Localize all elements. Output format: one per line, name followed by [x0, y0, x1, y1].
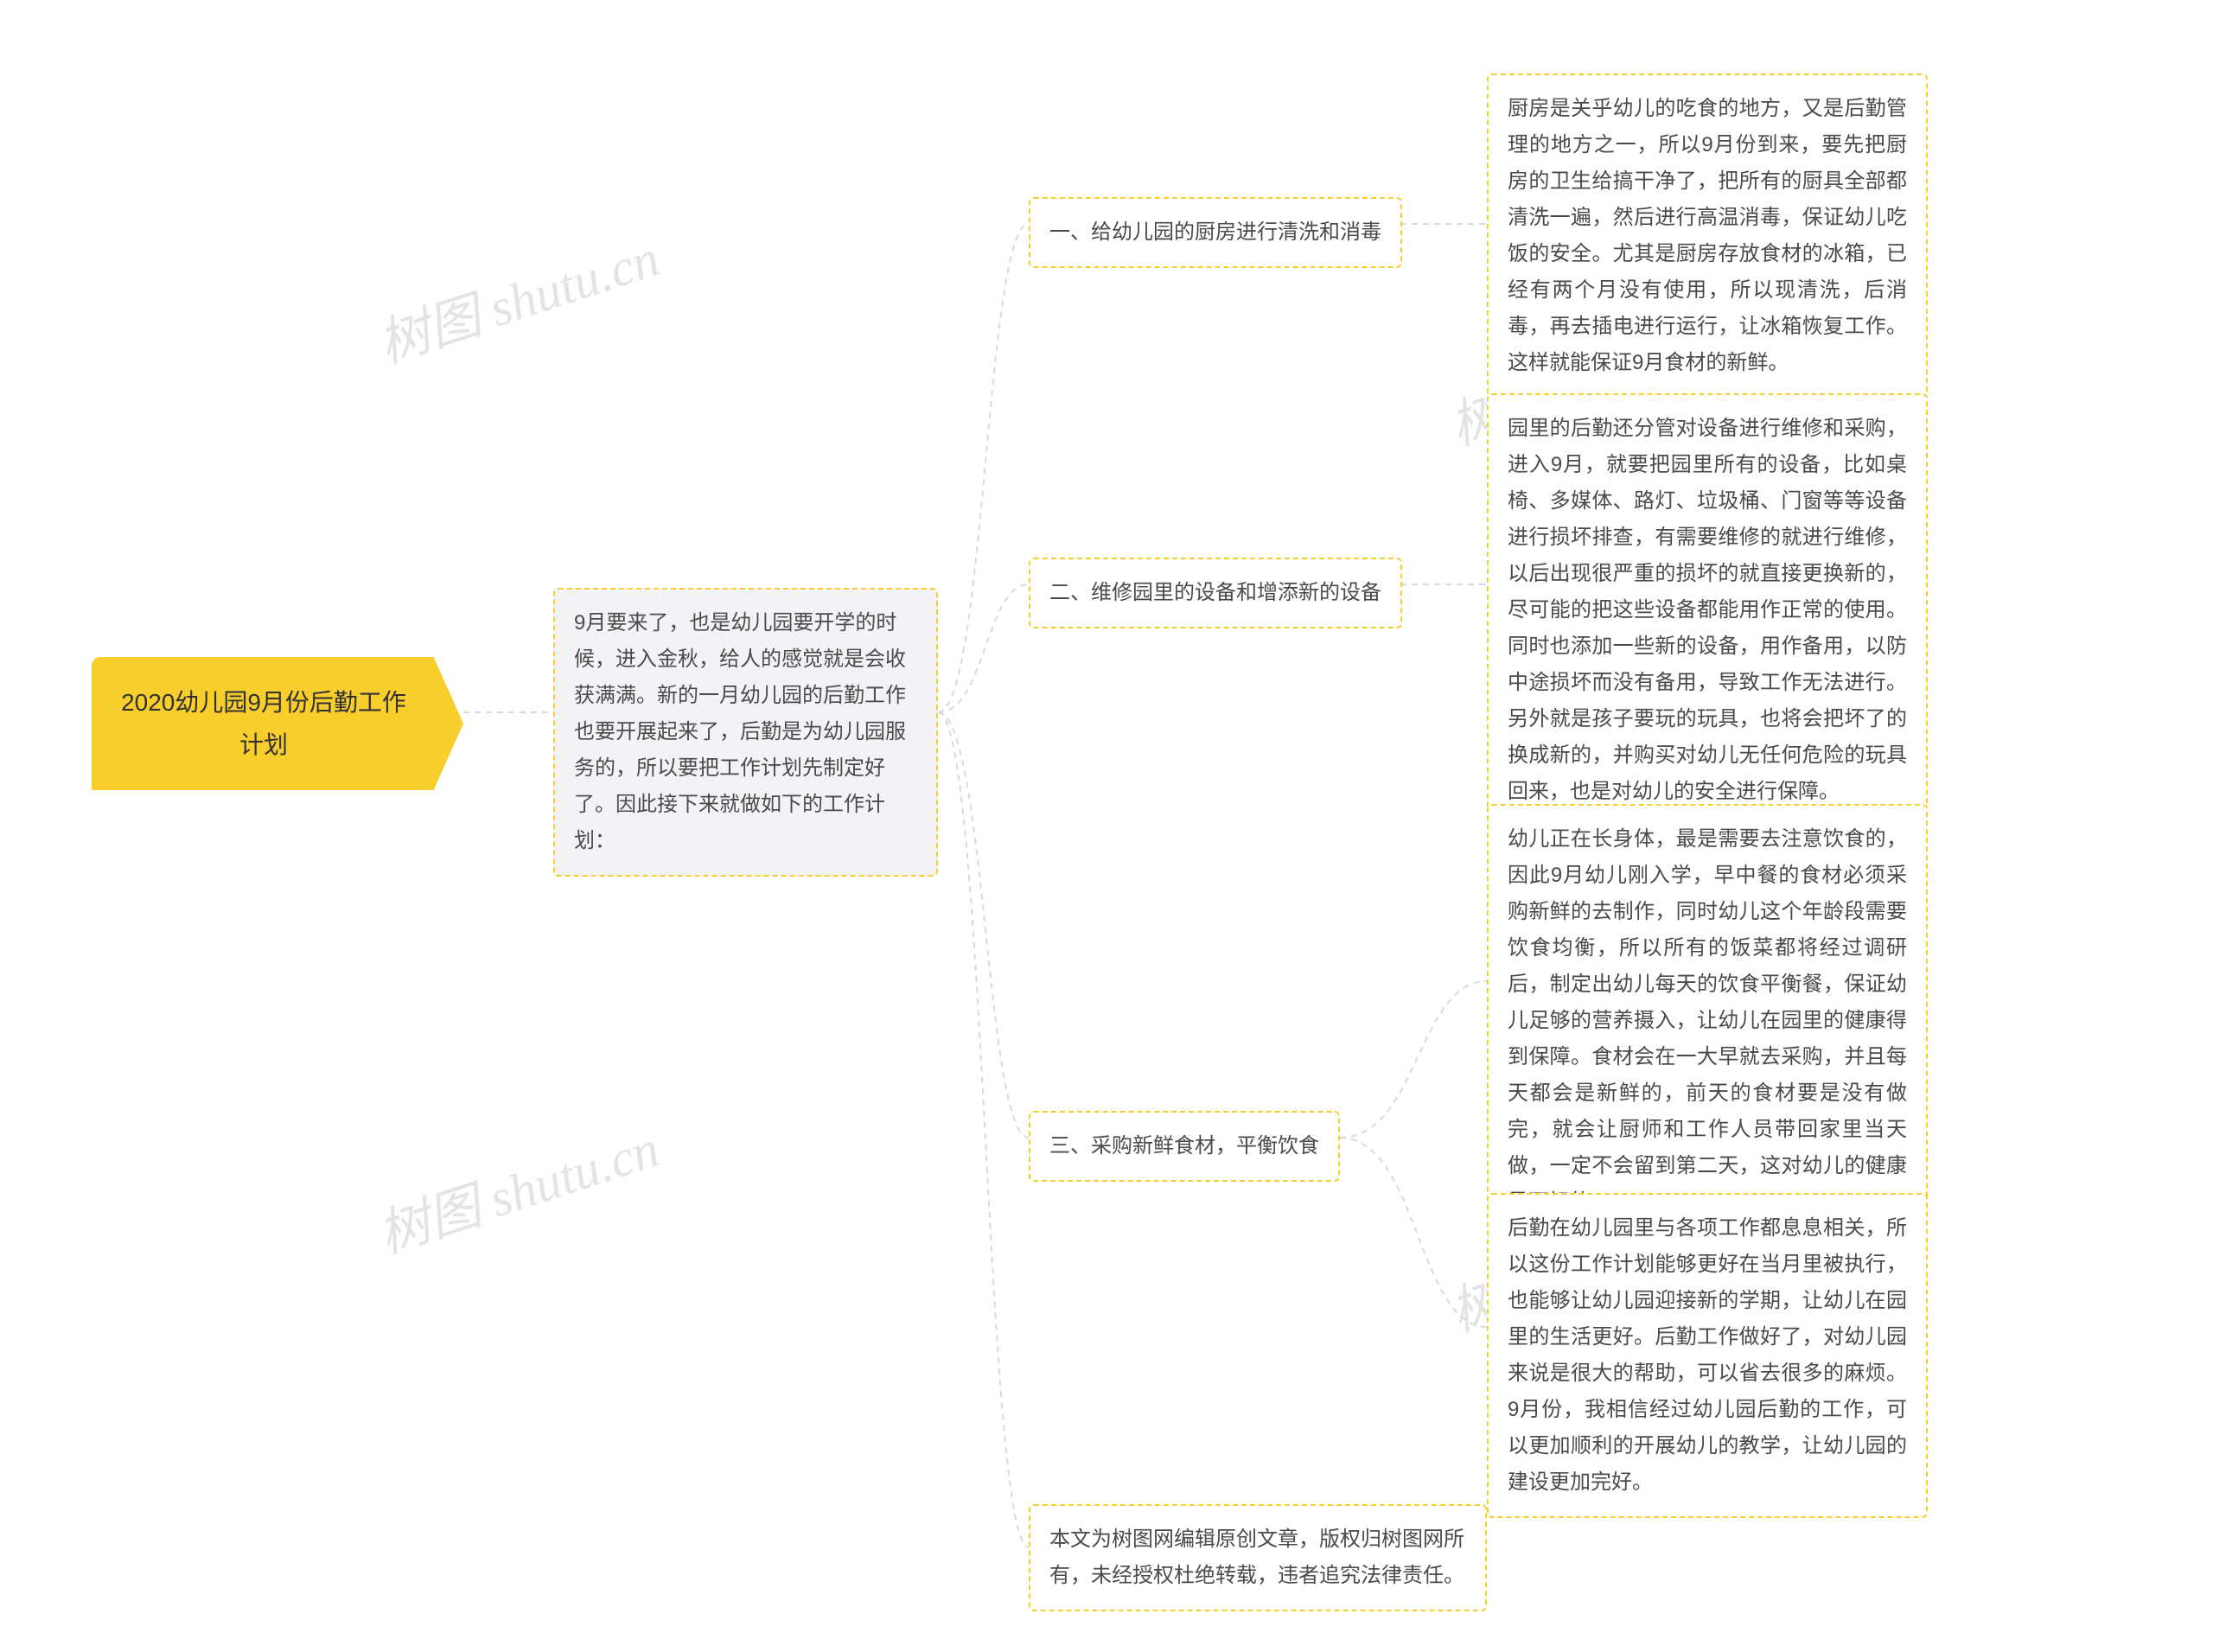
- section-3: 三、采购新鲜食材，平衡饮食: [1029, 1111, 1340, 1182]
- mindmap-canvas: 树图 shutu.cn 树图 shutu.cn 树图 shutu.cn 树图 s…: [0, 0, 2213, 1652]
- section-label: 三、采购新鲜食材，平衡饮食: [1049, 1134, 1319, 1158]
- section-1-detail-1: 厨房是关乎幼儿的吃食的地方，又是后勤管理的地方之一，所以9月份到来，要先把厨房的…: [1487, 73, 1928, 399]
- root-text: 2020幼儿园9月份后勤工作计划: [121, 689, 406, 758]
- watermark: 树图 shutu.cn: [367, 216, 667, 378]
- intro-text: 9月要来了，也是幼儿园要开学的时候，进入金秋，给人的感觉就是会收获满满。新的一月…: [574, 611, 906, 852]
- section-label: 二、维修园里的设备和增添新的设备: [1049, 581, 1381, 604]
- root-node: 2020幼儿园9月份后勤工作计划: [92, 657, 463, 790]
- section-label: 一、给幼儿园的厨房进行清洗和消毒: [1049, 220, 1381, 244]
- section-3-detail-2: 后勤在幼儿园里与各项工作都息息相关，所以这份工作计划能够更好在当月里被执行，也能…: [1487, 1193, 1928, 1518]
- detail-text: 园里的后勤还分管对设备进行维修和采购，进入9月，就要把园里所有的设备，比如桌椅、…: [1508, 417, 1907, 803]
- section-1: 一、给幼儿园的厨房进行清洗和消毒: [1029, 197, 1402, 268]
- section-4-footer: 本文为树图网编辑原创文章，版权归树图网所有，未经授权杜绝转载，违者追究法律责任。: [1029, 1504, 1487, 1611]
- detail-text: 幼儿正在长身体，最是需要去注意饮食的，因此9月幼儿刚入学，早中餐的食材必须采购新…: [1508, 827, 1907, 1214]
- section-2-detail-1: 园里的后勤还分管对设备进行维修和采购，进入9月，就要把园里所有的设备，比如桌椅、…: [1487, 393, 1928, 827]
- section-label: 本文为树图网编辑原创文章，版权归树图网所有，未经授权杜绝转载，违者追究法律责任。: [1049, 1528, 1464, 1587]
- detail-text: 后勤在幼儿园里与各项工作都息息相关，所以这份工作计划能够更好在当月里被执行，也能…: [1508, 1216, 1907, 1494]
- section-2: 二、维修园里的设备和增添新的设备: [1029, 558, 1402, 628]
- watermark: 树图 shutu.cn: [367, 1107, 667, 1268]
- intro-node: 9月要来了，也是幼儿园要开学的时候，进入金秋，给人的感觉就是会收获满满。新的一月…: [553, 588, 938, 877]
- section-3-detail-1: 幼儿正在长身体，最是需要去注意饮食的，因此9月幼儿刚入学，早中餐的食材必须采购新…: [1487, 804, 1928, 1238]
- detail-text: 厨房是关乎幼儿的吃食的地方，又是后勤管理的地方之一，所以9月份到来，要先把厨房的…: [1508, 97, 1907, 374]
